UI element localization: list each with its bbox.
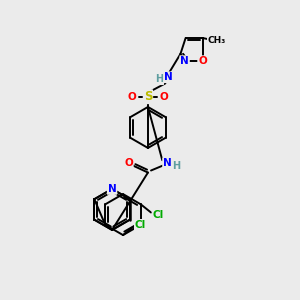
- Text: S: S: [144, 90, 152, 103]
- Text: Cl: Cl: [153, 210, 164, 220]
- Text: O: O: [160, 92, 169, 102]
- Text: CH₃: CH₃: [208, 35, 226, 44]
- Text: H: H: [172, 161, 181, 171]
- Text: O: O: [127, 92, 136, 102]
- Text: N: N: [163, 158, 172, 168]
- Text: N: N: [164, 72, 173, 82]
- Text: H: H: [155, 74, 163, 84]
- Text: N: N: [108, 184, 116, 194]
- Text: Cl: Cl: [135, 220, 146, 230]
- Text: N: N: [180, 56, 189, 66]
- Text: O: O: [124, 158, 133, 168]
- Text: O: O: [198, 56, 207, 66]
